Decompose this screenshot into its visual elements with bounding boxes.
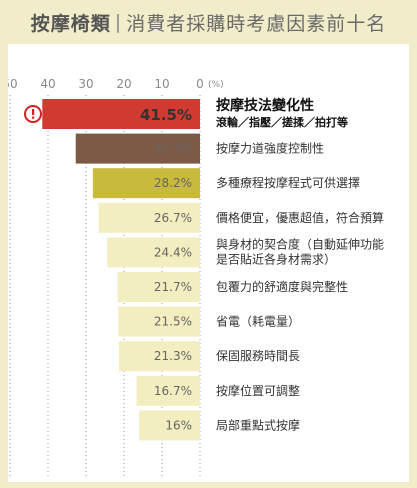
- data-label: 41.5%: [140, 106, 192, 124]
- bar: [42, 99, 200, 129]
- data-label: 16.7%: [154, 384, 192, 398]
- x-tick-label: 50: [8, 77, 18, 91]
- header-title-sub: 消費者採購時考慮因素前十名: [126, 12, 387, 35]
- header-separator: |: [114, 11, 123, 33]
- category-label: 保固服務時間長: [216, 349, 300, 363]
- category-label: 局部重點式按摩: [216, 417, 300, 432]
- data-label: 28.2%: [154, 176, 192, 190]
- exclamation-circle-icon: [24, 105, 42, 123]
- x-tick-label: 20: [116, 77, 131, 91]
- category-label: 是否貼近各身材需求）: [216, 251, 336, 266]
- category-label: 滾輪／指壓／搓揉／拍打等: [216, 115, 348, 129]
- bar: [139, 410, 200, 441]
- data-label: 32.7%: [154, 142, 192, 156]
- bar: [75, 133, 200, 164]
- x-tick-label: 0: [196, 77, 204, 91]
- category-label: 包覆力的舒適度與完整性: [216, 279, 348, 294]
- data-label: 21.3%: [154, 349, 192, 363]
- category-label: 省電（耗電量）: [216, 315, 300, 329]
- x-tick-label: 40: [40, 77, 55, 91]
- bar: [136, 375, 200, 406]
- bar: [119, 341, 200, 372]
- header-title-main: 按摩椅類: [30, 12, 111, 35]
- data-label: 21.5%: [154, 315, 192, 329]
- category-label: 按摩位置可調整: [216, 383, 300, 398]
- data-label: 21.7%: [154, 280, 192, 294]
- data-label: 16%: [165, 418, 192, 432]
- x-tick-label: 30: [78, 77, 93, 91]
- bar: [92, 168, 200, 199]
- category-label: 按摩力道強度控制性: [216, 141, 324, 156]
- x-tick-label: 10: [154, 77, 169, 91]
- category-label: 按摩技法變化性: [216, 97, 314, 114]
- bar: [118, 306, 200, 337]
- category-label: 多種療程按摩程式可供選擇: [216, 175, 360, 190]
- category-label: 與身材的契合度（自動延伸功能: [216, 236, 384, 251]
- data-label: 24.4%: [154, 245, 192, 259]
- category-label: 價格便宜，優惠超值，符合預算: [216, 210, 384, 225]
- bar: [117, 272, 200, 302]
- x-unit-label: (%): [208, 80, 224, 90]
- bar: [107, 237, 200, 268]
- data-label: 26.7%: [154, 211, 192, 225]
- bar: [98, 202, 200, 233]
- chart-header: 按摩椅類 | 消費者採購時考慮因素前十名: [0, 0, 417, 44]
